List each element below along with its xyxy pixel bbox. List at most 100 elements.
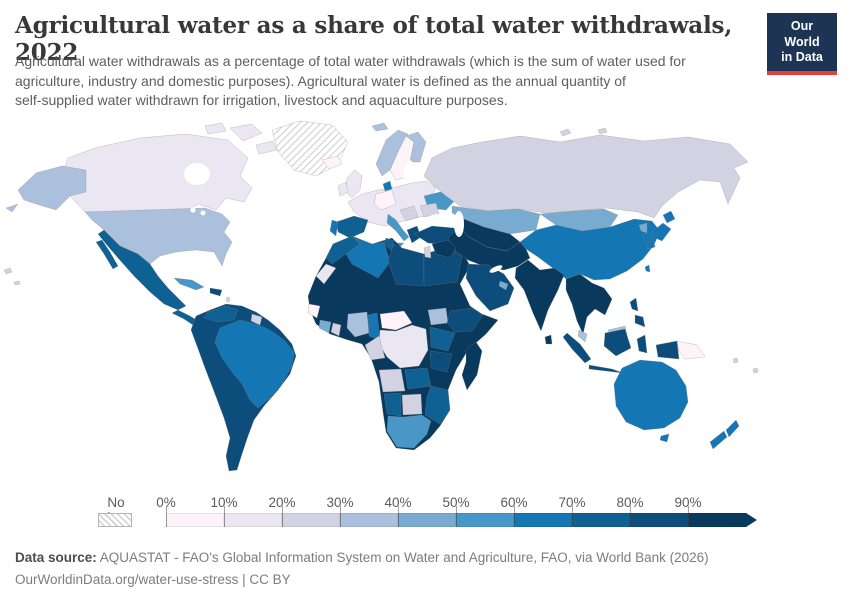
region-cuba[interactable] (173, 277, 205, 291)
region-south-sudan[interactable] (427, 307, 449, 326)
footer-note[interactable]: OurWorldinData.org/water-use-stress | CC… (15, 572, 291, 587)
region-nigeria[interactable] (346, 311, 370, 338)
region-pacific-islands[interactable] (732, 357, 739, 364)
region-italy[interactable] (386, 213, 410, 242)
region-south-korea[interactable] (642, 232, 652, 244)
region-greenland[interactable] (271, 120, 349, 177)
region-small-islands[interactable] (3, 267, 13, 275)
region-nz-south[interactable] (709, 430, 728, 450)
region-north-korea[interactable] (638, 222, 648, 234)
region-india[interactable] (514, 259, 565, 332)
region-car[interactable] (379, 310, 413, 331)
owid-logo-line1: Our World (784, 19, 820, 49)
persian-gulf (489, 265, 503, 273)
region-taiwan[interactable] (644, 264, 651, 273)
region-finland[interactable] (405, 131, 427, 163)
region-tasmania[interactable] (659, 433, 670, 443)
owid-logo[interactable]: Our World in Data (767, 13, 837, 75)
legend-color-scale[interactable]: 0% 10% 20% 30% 40% 50% 60% 70% 80% 90% (156, 495, 776, 529)
region-brazil[interactable] (214, 319, 295, 409)
region-south-africa[interactable] (386, 414, 432, 449)
legend-segment[interactable] (630, 513, 688, 527)
legend-tick-mark (224, 506, 225, 527)
region-alaska-tail[interactable] (5, 203, 19, 213)
region-madagascar[interactable] (461, 341, 483, 391)
region-philippines[interactable] (634, 314, 646, 328)
region-angola[interactable] (378, 368, 406, 393)
region-western-sahara[interactable] (315, 263, 337, 285)
region-canada-arctic[interactable] (204, 122, 227, 135)
region-nz-north[interactable] (725, 419, 740, 438)
region-iceland[interactable] (321, 155, 343, 170)
region-venezuela[interactable] (203, 305, 239, 323)
region-canada-arctic[interactable] (229, 123, 263, 142)
region-arctic-islands[interactable] (559, 128, 572, 137)
region-spain[interactable] (335, 215, 369, 239)
region-mexico[interactable] (97, 229, 187, 311)
region-japan-honshu[interactable] (652, 222, 672, 242)
world-choropleth-map[interactable] (0, 118, 850, 490)
region-arctic-islands[interactable] (597, 127, 608, 135)
region-sumatra[interactable] (562, 332, 592, 364)
legend-segment[interactable] (224, 513, 282, 527)
region-borneo[interactable] (603, 328, 632, 357)
region-malaysia-peninsula[interactable] (577, 329, 588, 343)
region-canada-arctic[interactable] (255, 140, 278, 155)
region-philippines[interactable] (629, 297, 639, 312)
region-alaska[interactable] (17, 165, 87, 211)
region-west-papua[interactable] (655, 340, 680, 360)
region-mozambique-zimbabwe[interactable] (424, 385, 451, 425)
region-balkans[interactable] (399, 205, 419, 222)
legend-segment[interactable] (514, 513, 572, 527)
region-germany[interactable] (373, 189, 397, 211)
region-hispaniola[interactable] (209, 287, 223, 297)
region-canada[interactable] (59, 133, 253, 213)
region-japan-hokkaido[interactable] (662, 210, 676, 224)
region-denmark[interactable] (382, 180, 393, 192)
region-namibia[interactable] (383, 392, 402, 417)
region-congo-gabon[interactable] (364, 335, 386, 361)
legend-tick-mark (630, 506, 631, 527)
region-sulawesi[interactable] (636, 334, 648, 354)
region-libya[interactable] (387, 243, 425, 287)
legend-no-data-swatch[interactable] (98, 513, 132, 527)
legend-segment[interactable] (282, 513, 340, 527)
region-pacific-islands[interactable] (752, 367, 759, 374)
region-guinea-coast[interactable] (307, 303, 321, 319)
region-russia[interactable] (423, 134, 749, 219)
region-svalbard[interactable] (371, 122, 389, 132)
region-uae[interactable] (498, 280, 509, 291)
legend-tick-label: 50% (442, 495, 470, 510)
region-israel-jordan[interactable] (423, 245, 432, 259)
region-algeria[interactable] (345, 235, 391, 279)
region-uk[interactable] (345, 169, 363, 199)
region-kenya-uganda[interactable] (429, 326, 456, 352)
region-ethiopia[interactable] (446, 307, 484, 333)
region-small-islands[interactable] (225, 296, 231, 303)
legend-segment[interactable] (572, 513, 630, 527)
region-australia[interactable] (613, 359, 689, 431)
legend-segment[interactable] (398, 513, 456, 527)
region-botswana[interactable] (401, 393, 423, 416)
legend-scale-bar[interactable] (166, 513, 746, 527)
region-tanzania[interactable] (429, 350, 453, 373)
region-portugal[interactable] (329, 219, 339, 237)
legend-segment[interactable] (688, 513, 746, 527)
region-papua-new-guinea[interactable] (676, 340, 706, 360)
region-java[interactable] (588, 364, 624, 374)
region-iran-afghanistan-pakistan[interactable] (447, 226, 531, 271)
region-baja[interactable] (95, 239, 119, 270)
region-small-islands[interactable] (13, 280, 21, 286)
region-ivory-coast[interactable] (318, 319, 332, 334)
region-ireland[interactable] (337, 181, 349, 197)
region-sri-lanka[interactable] (544, 334, 553, 345)
region-iraq-syria[interactable] (431, 239, 457, 259)
legend-segment[interactable] (340, 513, 398, 527)
legend-segment[interactable] (166, 513, 224, 527)
region-zambia[interactable] (404, 367, 432, 390)
legend-segment[interactable] (456, 513, 514, 527)
region-guianas[interactable] (250, 313, 263, 326)
region-ghana[interactable] (330, 322, 342, 337)
region-romania[interactable] (419, 202, 440, 218)
region-mainland-southeast-asia[interactable] (565, 273, 613, 335)
